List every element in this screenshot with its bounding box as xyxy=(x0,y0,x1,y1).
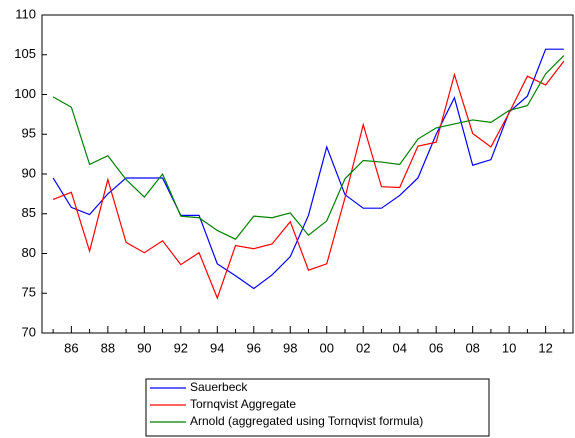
legend-box xyxy=(145,378,490,437)
y-tick-label: 85 xyxy=(22,205,36,220)
legend-label: Arnold (aggregated using Tornqvist formu… xyxy=(190,414,423,428)
x-tick-label: 94 xyxy=(210,340,224,355)
y-tick-label: 80 xyxy=(22,245,36,260)
y-tick-label: 110 xyxy=(15,6,36,21)
x-tick-label: 12 xyxy=(538,340,552,355)
x-tick-label: 88 xyxy=(101,340,115,355)
series-line xyxy=(52,48,564,290)
y-tick-label: 105 xyxy=(14,46,36,61)
x-tick-label: 08 xyxy=(465,340,479,355)
x-tick-label: 02 xyxy=(356,340,370,355)
x-tick-label: 86 xyxy=(64,340,78,355)
x-tick-label: 10 xyxy=(502,340,516,355)
x-tick-label: 04 xyxy=(392,340,406,355)
legend-label: Sauerbeck xyxy=(190,380,248,394)
y-tick-label: 90 xyxy=(22,165,36,180)
x-tick-label: 90 xyxy=(137,340,151,355)
y-tick-label: 95 xyxy=(22,126,36,141)
y-tick-label: 100 xyxy=(14,86,36,101)
x-tick-label: 06 xyxy=(429,340,443,355)
x-tick-label: 96 xyxy=(247,340,261,355)
x-tick-label: 92 xyxy=(174,340,188,355)
legend: Sauerbeck Tornqvist Aggregate Arnold (aggr… xyxy=(150,380,423,428)
series-line xyxy=(52,55,565,240)
x-tick-label: 00 xyxy=(320,340,334,355)
series-line xyxy=(52,60,565,300)
x-tick-label: 98 xyxy=(283,340,297,355)
y-tick-label: 75 xyxy=(22,285,36,300)
legend-label: Tornqvist Aggregate xyxy=(190,397,296,411)
y-tick-label: 70 xyxy=(22,324,36,339)
